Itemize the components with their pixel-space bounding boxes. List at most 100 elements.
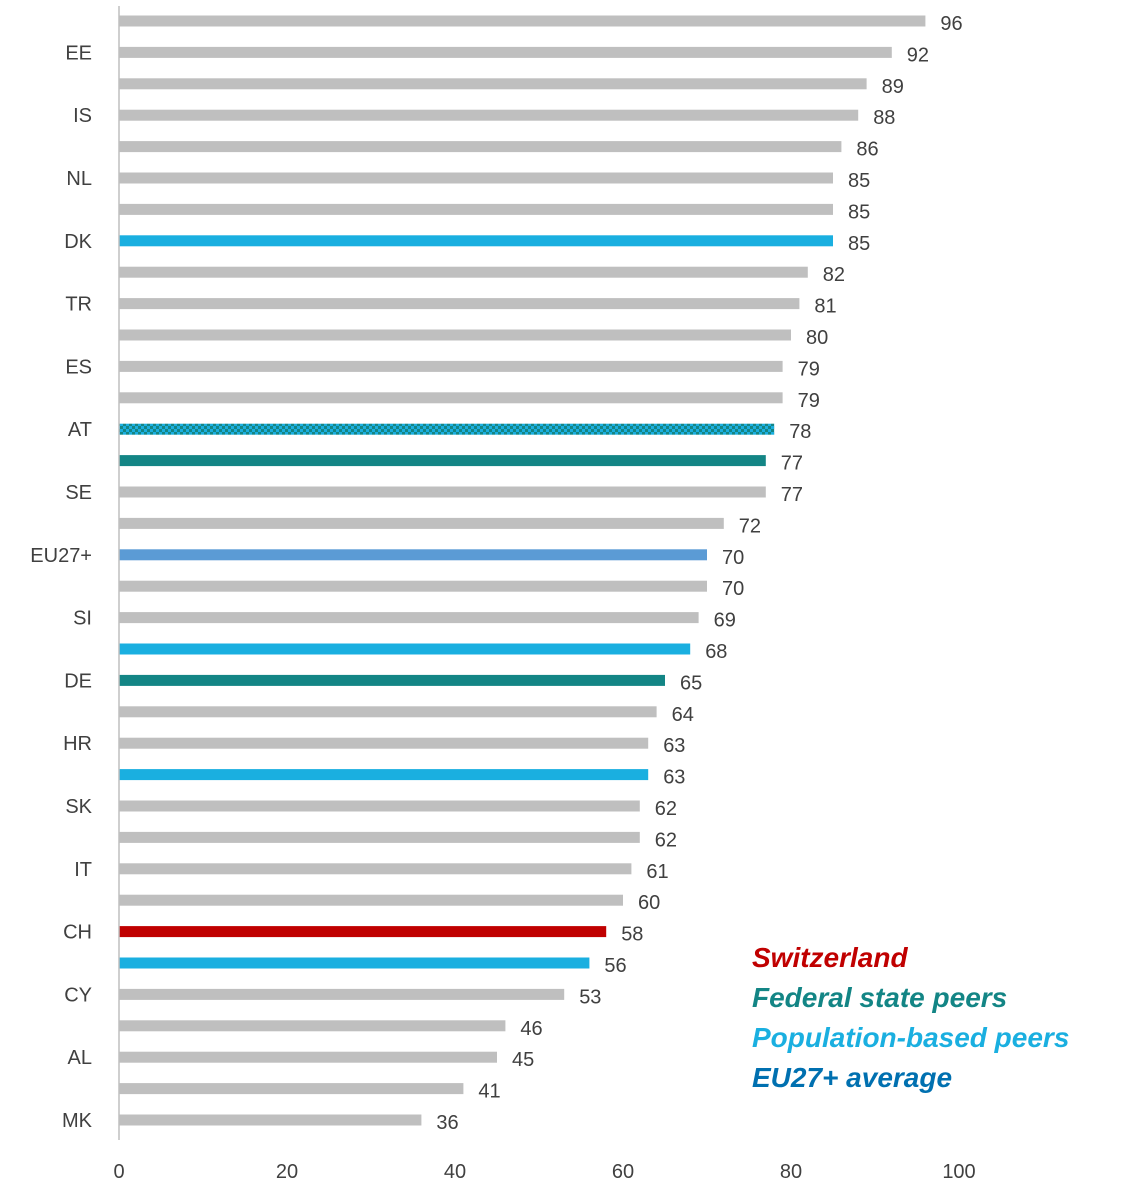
value-label: 70 xyxy=(722,547,744,569)
value-label: 72 xyxy=(739,515,761,537)
value-label: 85 xyxy=(848,233,870,255)
x-tick-label: 0 xyxy=(113,1161,124,1183)
bars-group xyxy=(119,15,926,1126)
legend-item-eu27-average: EU27+ average xyxy=(752,1062,953,1093)
bar-row-15 xyxy=(119,455,766,467)
value-label: 63 xyxy=(663,735,685,757)
value-label: 41 xyxy=(478,1081,500,1103)
bar-row-29 xyxy=(119,894,623,906)
bar-row-11 xyxy=(119,329,791,341)
bar-is xyxy=(119,109,859,121)
bar-row-31 xyxy=(119,957,590,969)
value-label: 60 xyxy=(638,892,660,914)
x-tick-label: 80 xyxy=(780,1161,802,1183)
value-label: 77 xyxy=(781,453,803,475)
value-label: 62 xyxy=(655,829,677,851)
x-axis-ticks: 0 20 40 60 80 100 xyxy=(113,1161,975,1183)
category-label: SK xyxy=(65,796,92,818)
value-label: 56 xyxy=(604,955,626,977)
category-label: ES xyxy=(65,356,92,378)
value-label: 77 xyxy=(781,484,803,506)
bar-row-25 xyxy=(119,769,649,781)
bar-ch xyxy=(119,926,607,938)
category-label: SI xyxy=(73,608,92,630)
bar-row-1 xyxy=(119,15,926,27)
bar-row-17 xyxy=(119,517,724,529)
x-tick-label: 100 xyxy=(942,1161,975,1183)
bar-ee xyxy=(119,46,892,58)
value-label: 88 xyxy=(873,107,895,129)
value-labels-group: 9692898886858585828180797978777772707069… xyxy=(436,13,962,1134)
category-label: CH xyxy=(63,922,92,944)
value-label: 96 xyxy=(940,13,962,35)
category-label: IS xyxy=(73,105,92,127)
category-label: IT xyxy=(74,859,92,881)
bar-es xyxy=(119,360,783,372)
value-label: 61 xyxy=(646,861,668,883)
value-label: 78 xyxy=(789,421,811,443)
value-label: 45 xyxy=(512,1049,534,1071)
value-label: 79 xyxy=(798,358,820,380)
legend: Switzerland Federal state peers Populati… xyxy=(752,938,1069,1098)
value-label: 36 xyxy=(436,1112,458,1134)
value-label: 62 xyxy=(655,798,677,820)
bar-row-13 xyxy=(119,392,783,404)
value-label: 58 xyxy=(621,924,643,946)
bar-si xyxy=(119,612,699,624)
value-label: 79 xyxy=(798,390,820,412)
value-label: 82 xyxy=(823,264,845,286)
value-label: 81 xyxy=(814,296,836,318)
value-label: 85 xyxy=(848,170,870,192)
bar-hr xyxy=(119,737,649,749)
value-label: 92 xyxy=(907,44,929,66)
bar-row-19 xyxy=(119,580,707,592)
bar-eu27- xyxy=(119,549,707,561)
category-label: HR xyxy=(63,733,92,755)
legend-item-federal-state-peers: Federal state peers xyxy=(752,982,1008,1013)
category-label: EU27+ xyxy=(30,545,92,567)
bar-sk xyxy=(119,800,640,812)
bar-row-35 xyxy=(119,1083,464,1095)
category-label: NL xyxy=(66,168,92,190)
value-label: 85 xyxy=(848,201,870,223)
category-label: DK xyxy=(64,231,92,253)
legend-item-switzerland: Switzerland xyxy=(752,942,908,973)
bar-mk xyxy=(119,1114,422,1126)
bar-se xyxy=(119,486,766,498)
bar-row-7 xyxy=(119,203,833,215)
value-label: 68 xyxy=(705,641,727,663)
bar-it xyxy=(119,863,632,875)
category-label: MK xyxy=(62,1110,93,1132)
legend-item-population-based-peers: Population-based peers xyxy=(752,1022,1070,1053)
value-label: 63 xyxy=(663,767,685,789)
value-label: 64 xyxy=(672,704,694,726)
category-label: SE xyxy=(65,482,92,504)
bar-row-23 xyxy=(119,706,657,718)
bar-row-33 xyxy=(119,1020,506,1032)
x-tick-label: 20 xyxy=(276,1161,298,1183)
value-label: 46 xyxy=(520,1018,542,1040)
category-label: EE xyxy=(65,42,92,64)
bar-cy xyxy=(119,988,565,1000)
category-label: CY xyxy=(64,984,92,1006)
category-labels-group: EE IS NL DK TR ES AT SE EU27+ SI DE HR SK IT CH CY AL MK xyxy=(30,42,92,1132)
bar-row-27 xyxy=(119,831,640,843)
bar-nl xyxy=(119,172,833,184)
x-tick-label: 40 xyxy=(444,1161,466,1183)
value-label: 53 xyxy=(579,986,601,1008)
bar-row-3 xyxy=(119,78,867,90)
category-label: DE xyxy=(64,670,92,692)
bar-row-5 xyxy=(119,141,842,153)
bar-row-9 xyxy=(119,266,808,278)
bar-at xyxy=(119,423,775,435)
bar-row-21 xyxy=(119,643,691,655)
value-label: 86 xyxy=(856,139,878,161)
bar-de xyxy=(119,674,665,686)
value-label: 70 xyxy=(722,578,744,600)
value-label: 65 xyxy=(680,672,702,694)
x-tick-label: 60 xyxy=(612,1161,634,1183)
value-label: 80 xyxy=(806,327,828,349)
category-label: TR xyxy=(65,294,92,316)
bar-al xyxy=(119,1051,497,1063)
